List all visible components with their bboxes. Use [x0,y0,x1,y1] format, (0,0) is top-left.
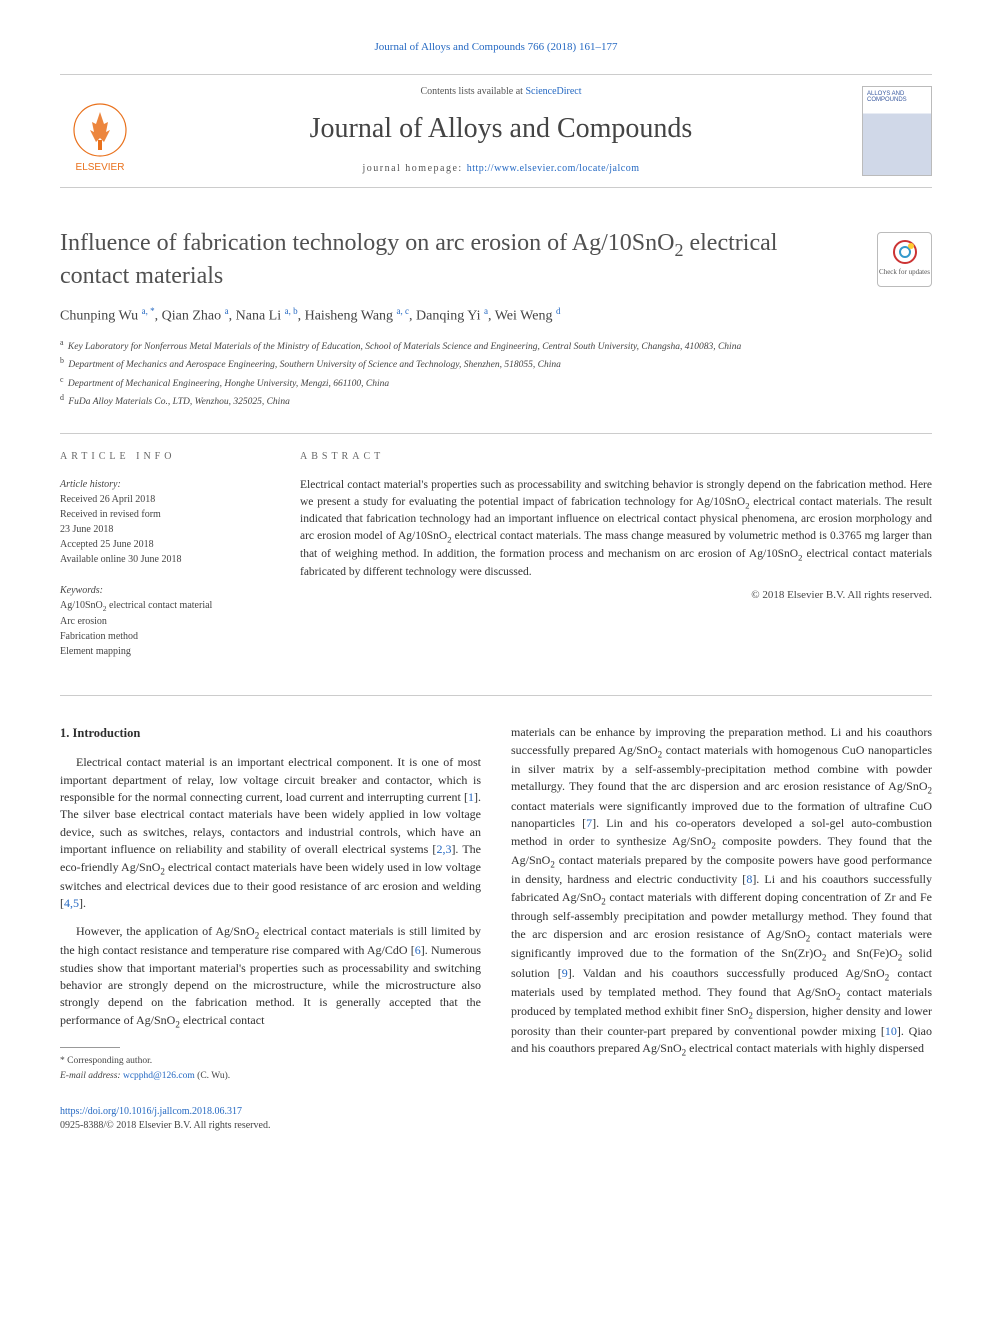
keyword-line: Element mapping [60,644,260,659]
keywords-heading: Keywords: [60,583,260,598]
body-column-right: materials can be enhance by improving th… [511,724,932,1134]
article-info-left: ARTICLE INFO Article history: Received 2… [60,450,260,659]
footnote-rule [60,1047,120,1048]
cover-title-text: ALLOYS AND COMPOUNDS [867,91,927,104]
body-paragraph: Electrical contact material is an import… [60,754,481,913]
homepage-label: journal homepage: [362,163,466,174]
author-list: Chunping Wu a, *, Qian Zhao a, Nana Li a… [60,305,932,327]
history-heading: Article history: [60,477,260,492]
journal-homepage-link[interactable]: http://www.elsevier.com/locate/jalcom [467,163,640,174]
affiliation-line: d FuDa Alloy Materials Co., LTD, Wenzhou… [60,392,932,409]
article-info-row: ARTICLE INFO Article history: Received 2… [60,433,932,659]
doi-link[interactable]: https://doi.org/10.1016/j.jallcom.2018.0… [60,1106,242,1117]
article-info-label: ARTICLE INFO [60,450,260,465]
body-two-column: 1. Introduction Electrical contact mater… [60,695,932,1134]
check-updates-label: Check for updates [879,267,930,277]
history-line: Available online 30 June 2018 [60,552,260,567]
body-paragraph: materials can be enhance by improving th… [511,724,932,1060]
corresponding-author-footnote: * Corresponding author. E-mail address: … [60,1054,481,1083]
crossmark-icon [893,240,917,264]
keyword-line: Ag/10SnO2 electrical contact material [60,598,260,614]
masthead-center: Contents lists available at ScienceDirec… [160,85,842,177]
article-title: Influence of fabrication technology on a… [60,228,932,291]
history-line: Received in revised form [60,507,260,522]
affiliation-line: c Department of Mechanical Engineering, … [60,374,932,391]
body-column-left: 1. Introduction Electrical contact mater… [60,724,481,1134]
journal-cover-thumbnail: ALLOYS AND COMPOUNDS [862,86,932,176]
contents-prefix: Contents lists available at [420,86,525,97]
keywords-block: Keywords: Ag/10SnO2 electrical contact m… [60,583,260,659]
email-label: E-mail address: [60,1071,123,1081]
sciencedirect-link[interactable]: ScienceDirect [525,86,581,97]
corr-email-name: (C. Wu). [195,1071,230,1081]
abstract-label: ABSTRACT [300,450,932,465]
article-history: Article history: Received 26 April 2018R… [60,477,260,567]
article-header: Check for updates Influence of fabricati… [60,228,932,410]
abstract-text: Electrical contact material's properties… [300,477,932,580]
affiliation-line: a Key Laboratory for Nonferrous Metal Ma… [60,337,932,354]
journal-citation-link[interactable]: Journal of Alloys and Compounds 766 (201… [375,41,618,53]
corr-email-link[interactable]: wcpphd@126.com [123,1071,195,1081]
elsevier-wordmark: ELSEVIER [76,161,125,176]
check-updates-badge[interactable]: Check for updates [877,232,932,287]
journal-homepage-line: journal homepage: http://www.elsevier.co… [160,162,842,177]
abstract-column: ABSTRACT Electrical contact material's p… [300,450,932,659]
history-line: Received 26 April 2018 [60,492,260,507]
section-heading-1: 1. Introduction [60,724,481,742]
abstract-copyright: © 2018 Elsevier B.V. All rights reserved… [300,588,932,604]
keyword-line: Fabrication method [60,629,260,644]
corr-author-label: * Corresponding author. [60,1054,481,1068]
history-line: 23 June 2018 [60,522,260,537]
journal-name: Journal of Alloys and Compounds [160,109,842,150]
doi-block: https://doi.org/10.1016/j.jallcom.2018.0… [60,1105,481,1134]
elsevier-logo: ELSEVIER [60,86,140,176]
keyword-line: Arc erosion [60,614,260,629]
elsevier-tree-icon [72,102,128,158]
body-paragraph: However, the application of Ag/SnO2 elec… [60,923,481,1031]
contents-available-line: Contents lists available at ScienceDirec… [160,85,842,100]
affiliation-line: b Department of Mechanics and Aerospace … [60,355,932,372]
issn-copyright-line: 0925-8388/© 2018 Elsevier B.V. All right… [60,1120,270,1131]
masthead: ELSEVIER Contents lists available at Sci… [60,74,932,188]
history-line: Accepted 25 June 2018 [60,537,260,552]
affiliations: a Key Laboratory for Nonferrous Metal Ma… [60,337,932,410]
